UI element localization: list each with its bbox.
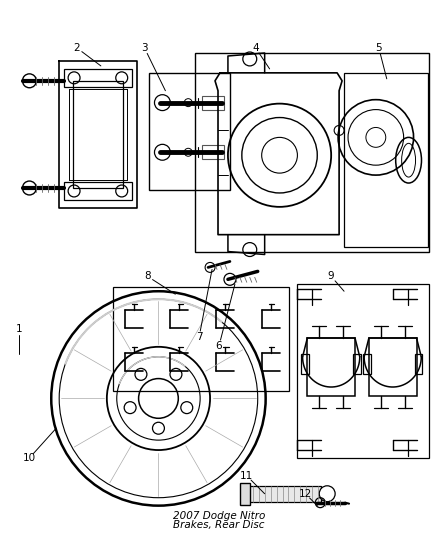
Bar [148,73,230,190]
Bar [113,287,290,392]
Bar [64,182,132,200]
Circle shape [155,144,170,160]
Text: 11: 11 [240,471,254,481]
Bar [73,81,123,188]
Bar [195,53,429,252]
Bar [369,338,417,397]
Bar [64,69,132,87]
Circle shape [155,95,170,110]
Text: 4: 4 [252,43,259,53]
Text: 9: 9 [328,271,335,281]
Text: Brakes, Rear Disc: Brakes, Rear Disc [173,521,265,530]
Bar [363,354,371,374]
Text: 8: 8 [144,271,151,281]
Text: 12: 12 [299,489,312,499]
Bar [297,284,429,458]
Bar [240,483,250,505]
Text: 7: 7 [196,332,202,342]
Text: 6: 6 [215,341,223,351]
Text: 10: 10 [23,453,36,463]
Bar [353,354,361,374]
Bar [414,354,423,374]
Bar [202,146,224,159]
Text: 1: 1 [16,324,23,334]
Text: 5: 5 [375,43,382,53]
Text: 2007 Dodge Nitro: 2007 Dodge Nitro [173,511,265,521]
Bar [301,354,309,374]
Bar [248,486,321,502]
Text: 2: 2 [74,43,80,53]
Circle shape [319,486,335,502]
Bar [307,338,355,397]
Bar [202,96,224,110]
Text: 3: 3 [141,43,148,53]
Bar [344,73,428,247]
